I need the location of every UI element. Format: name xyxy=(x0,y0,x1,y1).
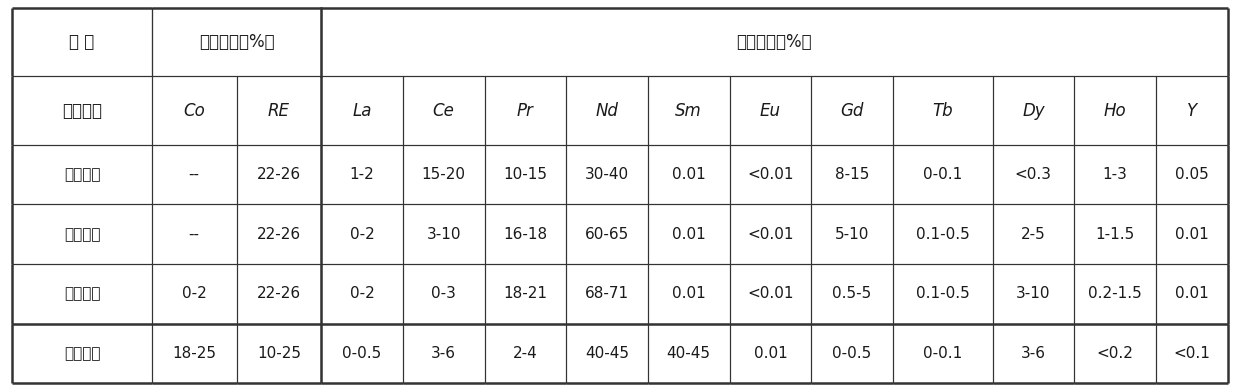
Text: 名 称: 名 称 xyxy=(69,33,94,51)
Text: 1-3: 1-3 xyxy=(1102,167,1127,182)
Text: 40-45: 40-45 xyxy=(667,346,711,361)
Text: 8-15: 8-15 xyxy=(835,167,869,182)
Text: 0-2: 0-2 xyxy=(350,227,374,242)
Text: 实物含量（%）: 实物含量（%） xyxy=(198,33,274,51)
Text: --: -- xyxy=(188,227,200,242)
Text: <0.2: <0.2 xyxy=(1096,346,1133,361)
Text: 10-15: 10-15 xyxy=(503,167,547,182)
Text: 钐钴磁材: 钐钴磁材 xyxy=(64,346,100,361)
Text: 40-45: 40-45 xyxy=(585,346,629,361)
Text: Pr: Pr xyxy=(517,102,533,120)
Text: 0.1-0.5: 0.1-0.5 xyxy=(916,227,970,242)
Text: 0-0.5: 0-0.5 xyxy=(342,346,382,361)
Text: Gd: Gd xyxy=(841,102,864,120)
Text: 0.1-0.5: 0.1-0.5 xyxy=(916,286,970,301)
Text: Nd: Nd xyxy=(595,102,619,120)
Text: 0.5-5: 0.5-5 xyxy=(832,286,872,301)
Text: 低性磁材: 低性磁材 xyxy=(64,167,100,182)
Text: 22-26: 22-26 xyxy=(257,227,301,242)
Text: 2-5: 2-5 xyxy=(1021,227,1045,242)
Text: <0.3: <0.3 xyxy=(1014,167,1052,182)
Text: Ho: Ho xyxy=(1104,102,1126,120)
Text: 18-21: 18-21 xyxy=(503,286,547,301)
Text: Tb: Tb xyxy=(932,102,954,120)
Text: La: La xyxy=(352,102,372,120)
Text: 10-25: 10-25 xyxy=(257,346,301,361)
Text: 1-1.5: 1-1.5 xyxy=(1095,227,1135,242)
Text: 18-25: 18-25 xyxy=(172,346,216,361)
Text: 0.01: 0.01 xyxy=(1174,286,1209,301)
Text: 3-6: 3-6 xyxy=(432,346,456,361)
Text: 16-18: 16-18 xyxy=(503,227,547,242)
Text: 68-71: 68-71 xyxy=(585,286,629,301)
Text: 30-40: 30-40 xyxy=(585,167,629,182)
Text: 0-3: 0-3 xyxy=(432,286,456,301)
Text: 0-0.1: 0-0.1 xyxy=(923,167,962,182)
Text: 0-2: 0-2 xyxy=(350,286,374,301)
Text: 0.01: 0.01 xyxy=(754,346,787,361)
Text: 1-2: 1-2 xyxy=(350,167,374,182)
Text: 0-0.1: 0-0.1 xyxy=(923,346,962,361)
Text: 0-2: 0-2 xyxy=(182,286,207,301)
Text: 22-26: 22-26 xyxy=(257,167,301,182)
Text: --: -- xyxy=(188,167,200,182)
Text: Ce: Ce xyxy=(433,102,455,120)
Text: Dy: Dy xyxy=(1022,102,1044,120)
Text: 0.01: 0.01 xyxy=(1174,227,1209,242)
Text: 0.01: 0.01 xyxy=(672,227,706,242)
Text: <0.01: <0.01 xyxy=(748,227,794,242)
Text: 3-6: 3-6 xyxy=(1021,346,1045,361)
Text: <0.01: <0.01 xyxy=(748,167,794,182)
Text: 高性含钴: 高性含钴 xyxy=(64,286,100,301)
Text: RE: RE xyxy=(268,102,290,120)
Text: 2-4: 2-4 xyxy=(513,346,538,361)
Text: 稀土组成（%）: 稀土组成（%） xyxy=(737,33,812,51)
Text: 22-26: 22-26 xyxy=(257,286,301,301)
Text: Eu: Eu xyxy=(760,102,781,120)
Text: 0.05: 0.05 xyxy=(1174,167,1209,182)
Text: 中性磁材: 中性磁材 xyxy=(64,227,100,242)
Text: 0-0.5: 0-0.5 xyxy=(832,346,872,361)
Text: <0.1: <0.1 xyxy=(1173,346,1210,361)
Text: 0.01: 0.01 xyxy=(672,286,706,301)
Text: 3-10: 3-10 xyxy=(1016,286,1050,301)
Text: 5-10: 5-10 xyxy=(835,227,869,242)
Text: 0.01: 0.01 xyxy=(672,167,706,182)
Text: 0.2-1.5: 0.2-1.5 xyxy=(1089,286,1142,301)
Text: <0.01: <0.01 xyxy=(748,286,794,301)
Text: 15-20: 15-20 xyxy=(422,167,466,182)
Text: Co: Co xyxy=(184,102,205,120)
Text: 3-10: 3-10 xyxy=(427,227,461,242)
Text: Y: Y xyxy=(1187,102,1197,120)
Text: Sm: Sm xyxy=(676,102,702,120)
Text: 60-65: 60-65 xyxy=(585,227,629,242)
Text: 有价元素: 有价元素 xyxy=(62,102,102,120)
